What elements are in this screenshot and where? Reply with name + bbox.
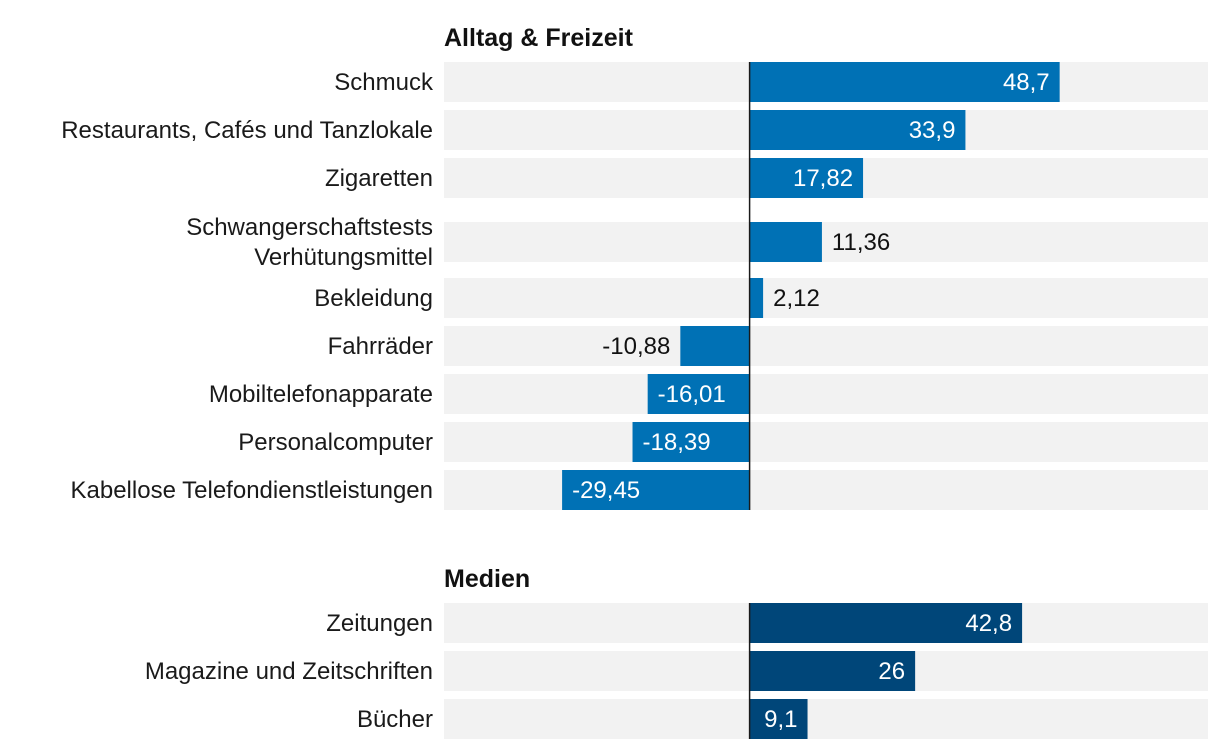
category-label: Mobiltelefonapparate (209, 381, 433, 408)
bar-track (444, 326, 1208, 366)
category-label: Bücher (357, 706, 433, 733)
section-alltag-freizeit: Alltag & Freizeit Schmuck 48,7 Restaurants,… (61, 24, 1208, 510)
bar (562, 470, 750, 510)
value-label: 48,7 (1003, 69, 1050, 96)
bar-row: Zeitungen 42,8 (326, 603, 1208, 643)
bar (749, 651, 916, 691)
category-label: Bekleidung (314, 285, 433, 312)
category-label-line: Verhütungsmittel (254, 244, 433, 271)
bar-row: Schwangerschaftstests Verhütungsmittel 11,… (186, 214, 1208, 271)
category-label: Kabellose Telefondienstleistungen (71, 477, 434, 504)
value-label: -10,88 (602, 333, 670, 360)
value-label: -29,45 (572, 477, 640, 504)
category-label: Schwangerschaftstests Verhütungsmittel (186, 214, 433, 271)
bar-track (444, 470, 1208, 510)
bar-row: Schmuck 48,7 (334, 62, 1208, 102)
category-label: Restaurants, Cafés und Tanzlokale (61, 117, 433, 144)
value-label: 9,1 (764, 706, 797, 733)
category-label: Schmuck (334, 69, 434, 96)
bar-track (444, 374, 1208, 414)
category-label: Magazine und Zeitschriften (145, 658, 433, 685)
bar-row: Fahrräder -10,88 (328, 326, 1208, 366)
bar-track (444, 278, 1208, 318)
bar (647, 374, 750, 414)
bar-track (444, 222, 1208, 262)
category-label: Zeitungen (326, 610, 433, 637)
bar-row: Magazine und Zeitschriften 26 (145, 651, 1208, 691)
bar-row: Bekleidung 2,12 (314, 278, 1208, 318)
bar (749, 222, 822, 262)
value-label: 26 (878, 658, 905, 685)
bar-row: Personalcomputer -18,39 (238, 422, 1208, 462)
bar (749, 158, 864, 198)
bar-row: Restaurants, Cafés und Tanzlokale 33,9 (61, 110, 1208, 150)
bar (632, 422, 750, 462)
category-label: Fahrräder (328, 333, 433, 360)
value-label: 17,82 (793, 165, 853, 192)
value-label: 11,36 (832, 229, 890, 256)
category-label-line: Schwangerschaftstests (186, 214, 433, 241)
value-label: -18,39 (643, 429, 711, 456)
bar (749, 278, 764, 318)
bar-row: Kabellose Telefondienstleistungen -29,45 (71, 470, 1208, 510)
value-label: -16,01 (658, 381, 726, 408)
bar-row: Bücher 9,1 (357, 699, 1208, 739)
category-label: Zigaretten (325, 165, 433, 192)
bar-row: Mobiltelefonapparate -16,01 (209, 374, 1208, 414)
bar (680, 326, 750, 366)
bar-row: Zigaretten 17,82 (325, 158, 1208, 198)
value-label: 2,12 (773, 285, 820, 312)
section-title: Alltag & Freizeit (444, 24, 634, 52)
bar-track (444, 422, 1208, 462)
value-label: 33,9 (909, 117, 956, 144)
value-label: 42,8 (965, 610, 1012, 637)
bar (749, 110, 966, 150)
section-medien: Medien Zeitungen 42,8 Magazine und Zeitschr… (145, 565, 1208, 739)
bar-track (444, 699, 1208, 739)
bar (749, 62, 1060, 102)
section-title: Medien (444, 565, 530, 593)
bar (749, 699, 808, 739)
category-label: Personalcomputer (238, 429, 433, 456)
bar (749, 603, 1023, 643)
